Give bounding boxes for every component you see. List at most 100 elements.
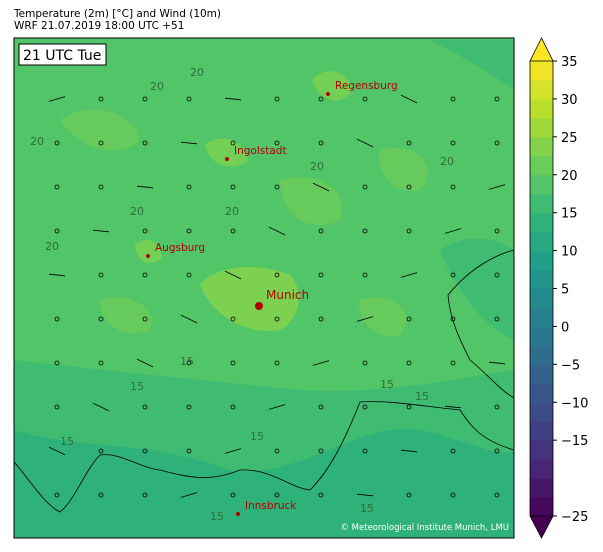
city-label: Innsbruck xyxy=(245,500,297,512)
city-label: Munich xyxy=(266,288,309,302)
calm-wind-marker xyxy=(450,96,456,102)
calm-wind-marker xyxy=(230,228,236,234)
colorbar-band xyxy=(530,117,553,138)
colorbar-band xyxy=(530,61,553,81)
calm-wind-marker xyxy=(98,272,104,278)
colorbar-band xyxy=(530,478,553,498)
calm-wind-marker xyxy=(450,316,456,322)
calm-wind-marker xyxy=(274,316,280,322)
calm-wind-marker xyxy=(54,360,60,366)
calm-wind-marker xyxy=(406,228,412,234)
city-marker xyxy=(146,254,150,258)
calm-wind-marker xyxy=(362,96,368,102)
contour-label: 20 xyxy=(310,160,324,173)
calm-wind-marker xyxy=(186,360,192,366)
calm-wind-marker xyxy=(494,316,500,322)
calm-wind-marker xyxy=(142,140,148,146)
city-marker xyxy=(255,302,263,310)
calm-wind-marker xyxy=(318,492,324,498)
wind-barb xyxy=(488,184,506,190)
calm-wind-marker xyxy=(494,448,500,454)
border-line xyxy=(447,249,514,399)
calm-wind-marker xyxy=(274,184,280,190)
calm-wind-marker xyxy=(54,492,60,498)
calm-wind-marker xyxy=(54,404,60,410)
wind-barb xyxy=(488,361,506,365)
wind-barb xyxy=(92,229,110,233)
colorbar-band xyxy=(530,497,553,517)
colorbar-band xyxy=(530,307,553,327)
contour-label: 20 xyxy=(190,66,204,79)
calm-wind-marker xyxy=(142,492,148,498)
calm-wind-marker xyxy=(362,228,368,234)
colorbar-tick-label: 15 xyxy=(561,207,578,222)
calm-wind-marker xyxy=(186,272,192,278)
colorbar-band xyxy=(530,440,553,460)
wind-barb xyxy=(444,228,462,234)
colorbar-tick-label: 20 xyxy=(561,169,578,184)
contour-label: 20 xyxy=(150,80,164,93)
city-marker xyxy=(225,157,229,161)
city-label: Ingolstadt xyxy=(234,145,287,157)
calm-wind-marker xyxy=(362,360,368,366)
calm-wind-marker xyxy=(230,316,236,322)
colorbar-tick-label: −25 xyxy=(561,510,588,525)
colorbar-band xyxy=(530,98,553,119)
copyright: © Meteorological Institute Munich, LMU xyxy=(340,523,509,533)
contour-label: 15 xyxy=(60,435,74,448)
calm-wind-marker xyxy=(494,404,500,410)
chart-subtitle: WRF 21.07.2019 18:00 UTC +51 xyxy=(14,20,185,32)
colorbar-band xyxy=(530,459,553,479)
city-marker xyxy=(236,512,240,516)
colorbar-band xyxy=(530,174,553,195)
wind-barb xyxy=(312,360,330,366)
wind-barb xyxy=(136,185,154,189)
contour-label: 20 xyxy=(440,155,454,168)
wind-barb xyxy=(136,358,154,368)
calm-wind-marker xyxy=(406,316,412,322)
calm-wind-marker xyxy=(450,184,456,190)
contour-label: 20 xyxy=(30,135,44,148)
calm-wind-marker xyxy=(230,184,236,190)
calm-wind-marker xyxy=(230,404,236,410)
calm-wind-marker xyxy=(494,272,500,278)
colorbar-band xyxy=(530,269,553,289)
calm-wind-marker xyxy=(98,140,104,146)
calm-wind-marker xyxy=(450,448,456,454)
colorbar-band xyxy=(530,421,553,441)
colorbar-band xyxy=(530,288,553,308)
calm-wind-marker xyxy=(362,448,368,454)
colorbar-extend-min xyxy=(529,515,554,539)
calm-wind-marker xyxy=(98,360,104,366)
wind-stations xyxy=(48,94,506,498)
wind-barb xyxy=(400,272,418,278)
city-marker xyxy=(326,92,330,96)
wind-barb xyxy=(400,94,418,104)
calm-wind-marker xyxy=(98,448,104,454)
colorbar-tick-label: −15 xyxy=(561,434,588,449)
wind-barb xyxy=(48,446,66,456)
calm-wind-marker xyxy=(406,360,412,366)
contour-label: 15 xyxy=(210,510,224,523)
calm-wind-marker xyxy=(362,404,368,410)
colorbar: 35 30 25 20 15 10 5 0 −5 −10 −15 −25 xyxy=(529,37,588,539)
wind-barb xyxy=(356,138,374,148)
calm-wind-marker xyxy=(186,228,192,234)
wind-barb xyxy=(224,97,242,101)
colorbar-band xyxy=(530,383,553,403)
contour-label: 15 xyxy=(415,390,429,403)
calm-wind-marker xyxy=(274,360,280,366)
temperature-field: 20 20 20 20 20 20 20 20 15 15 15 15 15 15 15 15 Regensb… xyxy=(14,38,514,538)
colorbar-tick-label: 25 xyxy=(561,131,578,146)
calm-wind-marker xyxy=(230,140,236,146)
colorbar-band xyxy=(530,193,553,214)
colorbar-band xyxy=(530,364,553,384)
calm-wind-marker xyxy=(450,272,456,278)
calm-wind-marker xyxy=(186,184,192,190)
colorbar-tick-label: −5 xyxy=(561,358,580,373)
calm-wind-marker xyxy=(142,316,148,322)
calm-wind-marker xyxy=(142,404,148,410)
wind-barb xyxy=(180,141,198,145)
calm-wind-marker xyxy=(54,140,60,146)
map-frame xyxy=(13,37,515,539)
